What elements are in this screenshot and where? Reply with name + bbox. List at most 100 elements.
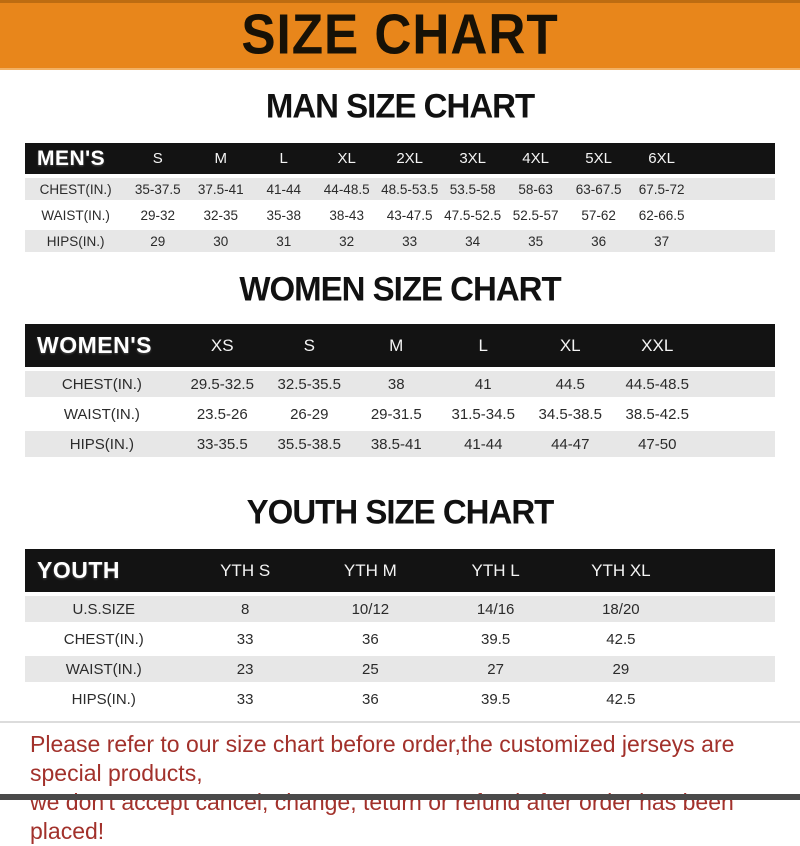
size-value-cell: 57-62	[567, 204, 631, 226]
size-value-cell: 10/12	[307, 596, 433, 622]
size-value-cell: 44-47	[526, 431, 614, 457]
row-spacer	[700, 371, 775, 397]
size-value-cell: 38-43	[315, 204, 379, 226]
size-value-cell: 48.5-53.5	[378, 178, 442, 200]
size-value-cell: 38	[352, 371, 440, 397]
size-value-cell: 35	[504, 230, 568, 252]
size-value-cell: 29	[126, 230, 190, 252]
row-label: HIPS(IN.)	[25, 230, 127, 252]
size-value-cell: 32	[315, 230, 379, 252]
size-value-cell: 34.5-38.5	[526, 401, 614, 427]
column-header: L	[252, 143, 316, 174]
size-value-cell: 36	[307, 686, 433, 712]
women-section-heading: WOMEN SIZE CHART	[239, 269, 561, 308]
size-value-cell: 29	[558, 656, 684, 682]
size-value-cell: 33	[182, 626, 308, 652]
row-spacer	[700, 401, 775, 427]
column-header: L	[439, 324, 527, 367]
size-value-cell: 23	[182, 656, 308, 682]
column-header: S	[265, 324, 353, 367]
column-header: XS	[178, 324, 266, 367]
size-value-cell: 23.5-26	[178, 401, 266, 427]
size-value-cell: 30	[189, 230, 253, 252]
size-value-cell: 31	[252, 230, 316, 252]
column-header: YTH L	[433, 549, 559, 592]
table-row: U.S.SIZE 8 10/12 14/16 18/20	[25, 596, 775, 622]
size-value-cell: 29-31.5	[352, 401, 440, 427]
table-row: WAIST(IN.) 29-32 32-35 35-38 38-43 43-47.5 47.…	[25, 204, 775, 226]
table-title: MEN'S	[25, 143, 127, 174]
column-header: S	[126, 143, 190, 174]
size-value-cell: 41-44	[252, 178, 316, 200]
size-value-cell: 14/16	[433, 596, 559, 622]
footer-disclaimer: Please refer to our size chart before or…	[0, 730, 800, 846]
footer-divider	[0, 721, 800, 723]
header-spacer	[700, 324, 775, 367]
row-label: WAIST(IN.)	[25, 401, 179, 427]
size-value-cell: 36	[567, 230, 631, 252]
size-value-cell: 62-66.5	[630, 204, 694, 226]
size-value-cell: 44.5-48.5	[613, 371, 701, 397]
size-value-cell: 36	[307, 626, 433, 652]
table-row: CHEST(IN.) 33 36 39.5 42.5	[25, 626, 775, 652]
size-value-cell: 32-35	[189, 204, 253, 226]
row-label: U.S.SIZE	[25, 596, 183, 622]
size-value-cell: 47.5-52.5	[441, 204, 505, 226]
youth-section-heading: YOUTH SIZE CHART	[246, 492, 555, 531]
men-section-heading: MAN SIZE CHART	[265, 86, 535, 125]
row-spacer	[683, 626, 775, 652]
column-header: 3XL	[441, 143, 505, 174]
bottom-edge-bar	[0, 794, 800, 800]
table-row: HIPS(IN.) 29 30 31 32 33 34 35 36 37	[25, 230, 775, 252]
column-header: XXL	[613, 324, 701, 367]
size-value-cell: 43-47.5	[378, 204, 442, 226]
size-chart-banner: SIZE CHART	[0, 0, 800, 70]
table-row: WAIST(IN.) 23.5-26 26-29 29-31.5 31.5-34.5 34…	[25, 401, 775, 427]
size-value-cell: 53.5-58	[441, 178, 505, 200]
column-header: XL	[315, 143, 379, 174]
table-row: HIPS(IN.) 33 36 39.5 42.5	[25, 686, 775, 712]
size-value-cell: 42.5	[558, 686, 684, 712]
table-row: HIPS(IN.) 33-35.5 35.5-38.5 38.5-41 41-44 44-…	[25, 431, 775, 457]
size-value-cell: 37	[630, 230, 694, 252]
size-value-cell: 25	[307, 656, 433, 682]
column-header: M	[189, 143, 253, 174]
row-label: CHEST(IN.)	[25, 371, 179, 397]
column-header: 5XL	[567, 143, 631, 174]
row-label: WAIST(IN.)	[25, 656, 183, 682]
column-header: YTH S	[182, 549, 308, 592]
size-value-cell: 8	[182, 596, 308, 622]
row-spacer	[693, 204, 775, 226]
row-label: WAIST(IN.)	[25, 204, 127, 226]
women-size-table: WOMEN'S XS S M L XL XXL CHEST(IN.) 29.5-32.5 32.5…	[25, 320, 775, 461]
size-value-cell: 58-63	[504, 178, 568, 200]
size-value-cell: 34	[441, 230, 505, 252]
banner-title: SIZE CHART	[241, 3, 559, 67]
size-value-cell: 35-37.5	[126, 178, 190, 200]
size-value-cell: 18/20	[558, 596, 684, 622]
row-spacer	[693, 230, 775, 252]
table-title: WOMEN'S	[25, 324, 179, 367]
row-spacer	[683, 656, 775, 682]
size-value-cell: 39.5	[433, 626, 559, 652]
size-value-cell: 38.5-42.5	[613, 401, 701, 427]
size-value-cell: 44-48.5	[315, 178, 379, 200]
size-value-cell: 63-67.5	[567, 178, 631, 200]
column-header: 4XL	[504, 143, 568, 174]
size-value-cell: 32.5-35.5	[265, 371, 353, 397]
size-value-cell: 35.5-38.5	[265, 431, 353, 457]
size-value-cell: 27	[433, 656, 559, 682]
size-value-cell: 33-35.5	[178, 431, 266, 457]
table-row: CHEST(IN.) 29.5-32.5 32.5-35.5 38 41 44.5 44.5…	[25, 371, 775, 397]
row-spacer	[693, 178, 775, 200]
row-label: HIPS(IN.)	[25, 431, 179, 457]
size-value-cell: 39.5	[433, 686, 559, 712]
column-header: M	[352, 324, 440, 367]
column-header: XL	[526, 324, 614, 367]
size-value-cell: 29.5-32.5	[178, 371, 266, 397]
size-value-cell: 37.5-41	[189, 178, 253, 200]
size-value-cell: 67.5-72	[630, 178, 694, 200]
table-title: YOUTH	[25, 549, 183, 592]
row-label: CHEST(IN.)	[25, 178, 127, 200]
size-value-cell: 52.5-57	[504, 204, 568, 226]
